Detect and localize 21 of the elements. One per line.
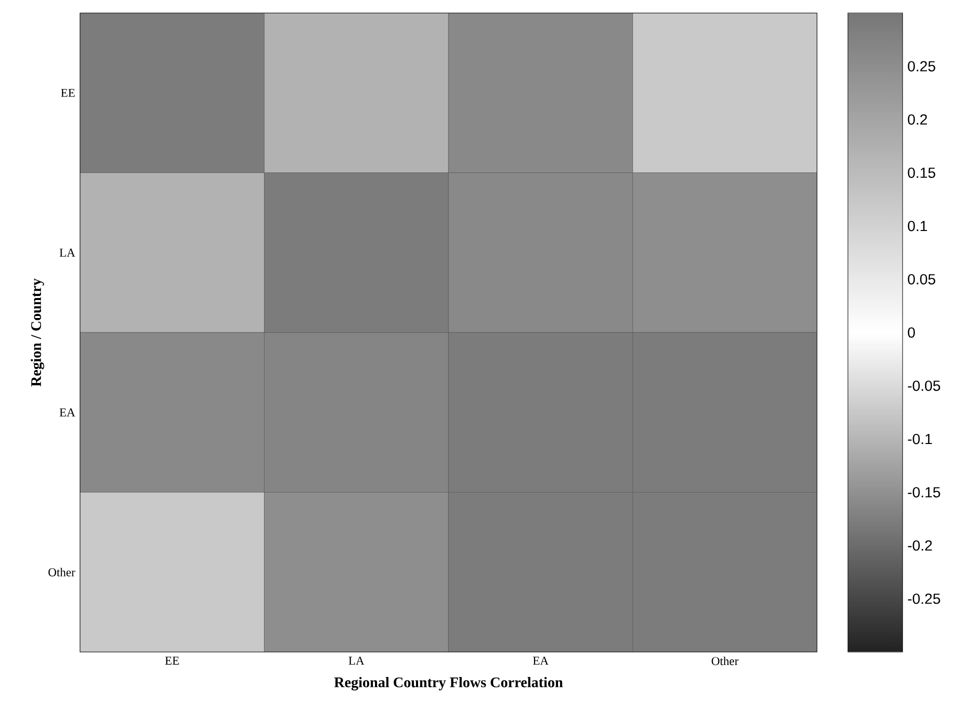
color-bar-label: 0.15 [908,168,936,178]
color-bar-label: -0.25 [908,594,940,604]
color-bar-label: -0.2 [908,540,932,551]
x-tick-label: Other [712,656,738,666]
y-axis-title: Region / Country [30,278,44,386]
y-tick-label: EA [60,408,76,416]
color-bar-label: 0.25 [908,61,936,72]
color-bar-label: 0 [908,327,915,338]
y-tick-label: EE [60,88,75,97]
x-axis-title: Regional Country Flows Correlation [334,676,563,690]
color-bar-label: 0.2 [908,114,927,125]
y-tick-label: LA [60,248,76,257]
color-bar-label: -0.1 [908,434,932,444]
y-tick-label: Other [48,568,76,576]
color-bar-label: 0.1 [908,220,927,232]
x-tick-label: EA [532,656,549,665]
color-bar-label: 0.05 [908,274,936,284]
color-bar-label: -0.05 [908,380,940,391]
color-bar-label: -0.15 [908,487,940,498]
x-tick-label: EE [165,656,179,665]
x-tick-label: LA [348,656,364,665]
